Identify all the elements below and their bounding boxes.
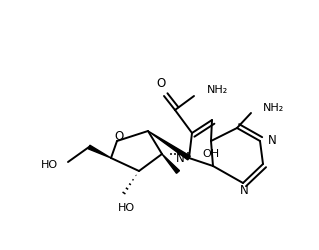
Text: N: N [268, 134, 277, 147]
Polygon shape [88, 145, 111, 158]
Text: O: O [156, 77, 166, 90]
Polygon shape [148, 131, 190, 160]
Text: HO: HO [117, 203, 135, 213]
Polygon shape [162, 154, 180, 173]
Text: HO: HO [41, 160, 58, 170]
Text: NH₂: NH₂ [207, 85, 228, 95]
Text: N: N [176, 152, 185, 166]
Text: N: N [240, 184, 249, 198]
Text: O: O [115, 130, 124, 143]
Text: NH₂: NH₂ [263, 103, 284, 113]
Text: OH: OH [202, 149, 219, 159]
